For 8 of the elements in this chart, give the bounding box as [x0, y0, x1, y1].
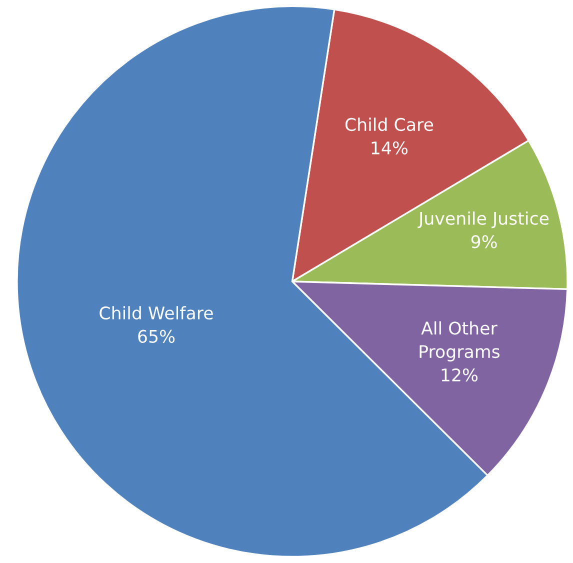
- data-label: 14%: [372, 141, 408, 154]
- data-label: 9%: [471, 235, 497, 248]
- slice-label: Juvenile Justice: [418, 211, 549, 228]
- data-label: 65%: [138, 330, 175, 343]
- slice-label: Child Care: [345, 118, 434, 132]
- slice-label: All Other Programs: [420, 321, 500, 362]
- slice-label: Child Welfare: [100, 306, 213, 320]
- data-label: 12%: [442, 368, 478, 382]
